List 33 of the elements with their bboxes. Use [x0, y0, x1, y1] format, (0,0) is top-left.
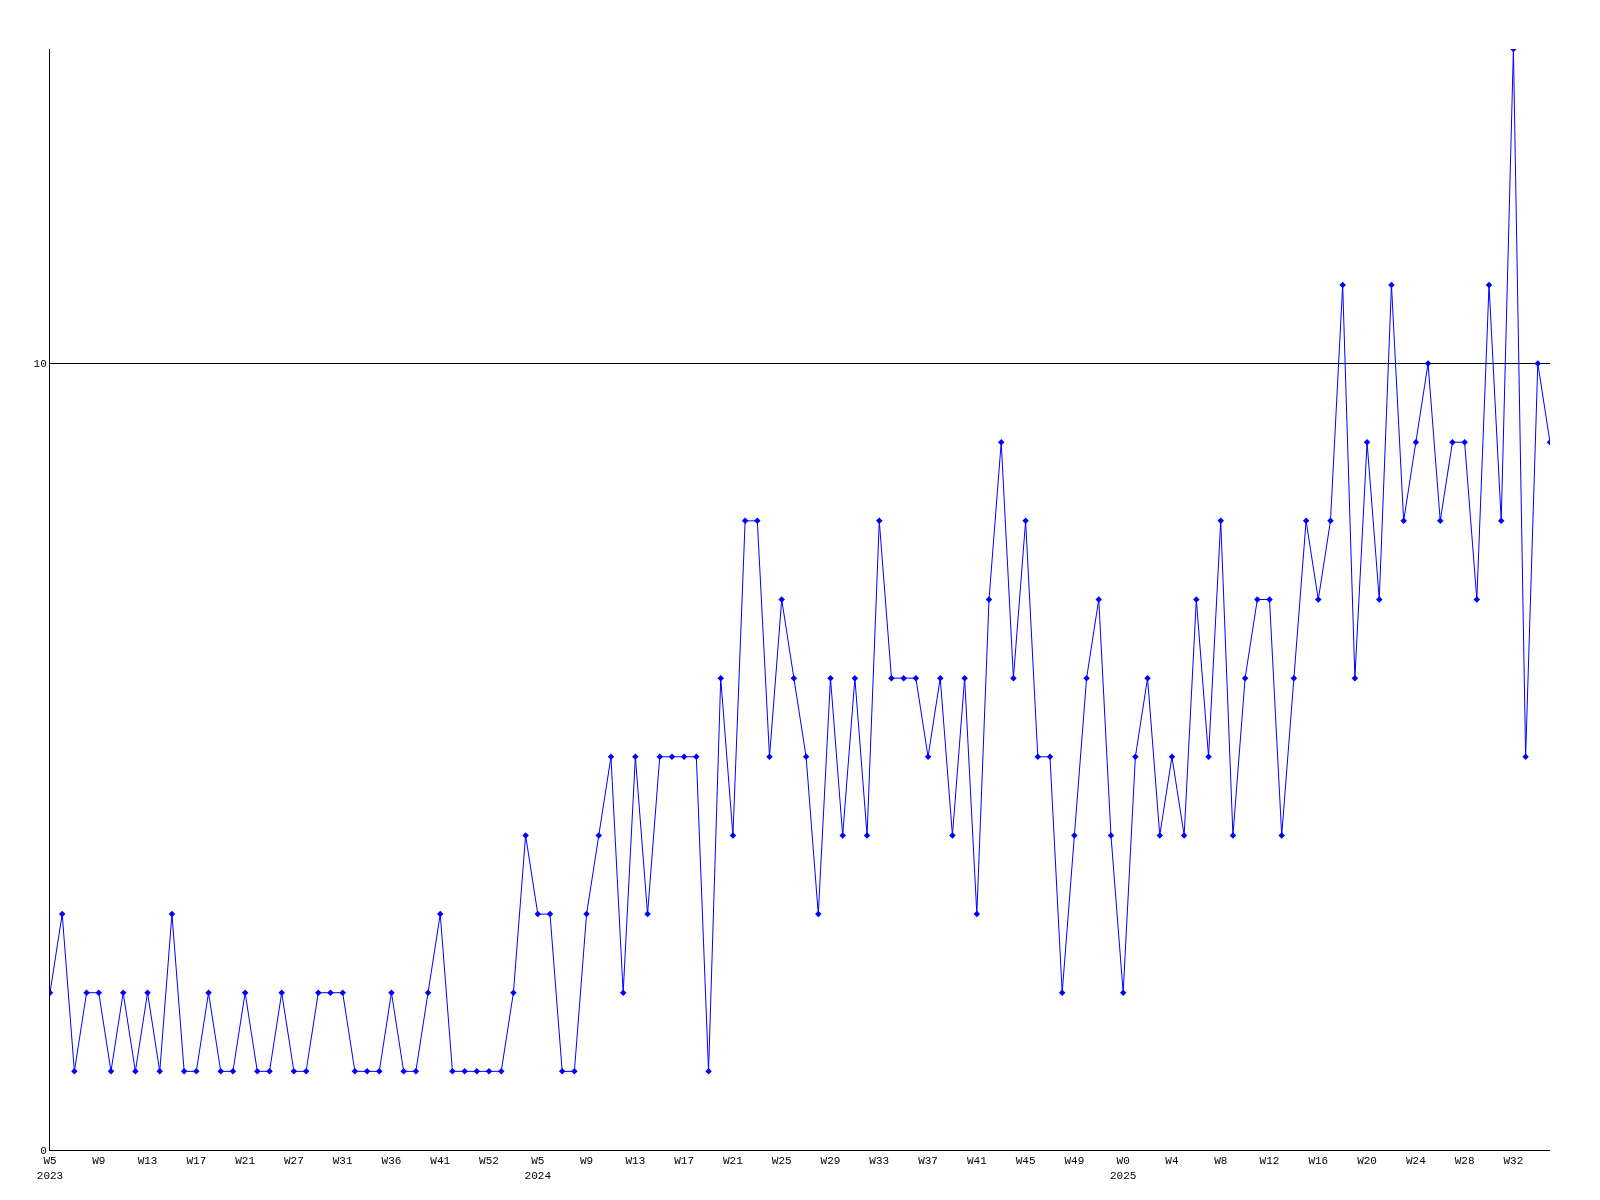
x-tick-label: W17 — [674, 1155, 695, 1168]
x-tick-label: W12 — [1259, 1155, 1280, 1168]
x-tick-label: W20 — [1357, 1155, 1377, 1168]
x-tick-label: W16 — [1308, 1155, 1329, 1168]
x-tick-label: W29 — [820, 1155, 841, 1168]
x-tick-label: W27 — [283, 1155, 304, 1168]
x-tick-label: W36 — [381, 1155, 402, 1168]
x-tick-label: W0 2025 — [1109, 1155, 1137, 1182]
x-tick-label: W33 — [869, 1155, 890, 1168]
x-tick-label: W31 — [332, 1155, 353, 1168]
y-tick-label: 10 — [33, 358, 47, 371]
x-tick-label: W52 — [479, 1155, 499, 1168]
x-tick-label: W8 — [1214, 1155, 1228, 1168]
x-tick-label: W17 — [186, 1155, 207, 1168]
x-tick-label: W13 — [625, 1155, 646, 1168]
x-tick-label: W21 — [235, 1155, 256, 1168]
x-tick-label: W49 — [1064, 1155, 1085, 1168]
x-tick-label: W24 — [1405, 1155, 1427, 1168]
x-tick-label: W28 — [1454, 1155, 1475, 1168]
x-tick-label: W37 — [918, 1155, 938, 1168]
x-tick-label: W25 — [771, 1155, 792, 1168]
x-tick-label: W41 — [430, 1155, 451, 1168]
x-tick-label: W41 — [966, 1155, 988, 1168]
x-tick-label: W13 — [137, 1155, 158, 1168]
y-tick-label: 0 — [40, 1144, 47, 1157]
x-tick-label: W32 — [1503, 1155, 1524, 1168]
x-tick-label: W5 2024 — [524, 1155, 552, 1182]
x-tick-label: W21 — [723, 1155, 744, 1168]
x-tick-label: W4 — [1165, 1155, 1179, 1168]
x-tick-label: W9 — [579, 1155, 594, 1168]
x-tick-label: W9 — [92, 1155, 106, 1168]
x-tick-label: W45 — [1015, 1155, 1036, 1168]
x-tick-label: W5 2023 — [36, 1155, 64, 1182]
